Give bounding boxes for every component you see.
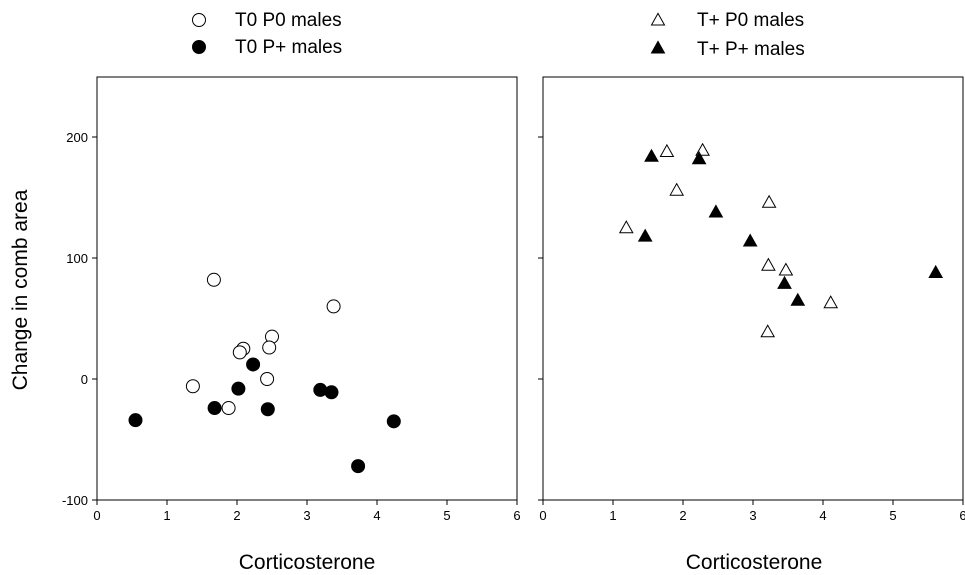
legend-marker-t0-p0 [192, 13, 206, 27]
data-point-triangle-filled [777, 275, 792, 289]
data-point-circle-filled [246, 357, 261, 372]
legend-right: T+ P0 males T+ P+ males [650, 10, 805, 60]
right-data-points [618, 142, 944, 338]
data-point-triangle-filled [691, 151, 707, 165]
right-plot-frame [542, 76, 964, 501]
data-point-triangle-open [761, 257, 776, 271]
legend-label-tplus-pplus: T+ P+ males [697, 39, 805, 60]
data-point-circle-open [262, 340, 277, 355]
left-plot-frame [96, 76, 518, 501]
left-data-points [128, 272, 401, 474]
right-plot-panel: 0 1 2 3 4 5 6 Corticosterone [538, 76, 965, 574]
data-point-circle-filled [231, 381, 246, 396]
legend-marker-circle-filled [192, 40, 206, 54]
x-tick-label: 3 [303, 508, 310, 523]
x-tick-label: 4 [373, 508, 380, 523]
x-tick-label: 5 [443, 508, 450, 523]
data-point-circle-open [232, 345, 247, 360]
legend-marker-tplus-pplus [650, 40, 666, 54]
x-tick-label: 5 [889, 508, 896, 523]
data-point-triangle-open [778, 262, 794, 276]
legend-left: T0 P0 males T0 P+ males [192, 10, 342, 58]
y-tick-label: 0 [81, 372, 88, 387]
x-tick-label: 4 [819, 508, 826, 523]
data-point-circle-filled [324, 385, 339, 400]
left-axis-ticks: 0 1 2 3 4 5 6 -100 0 100 200 [62, 130, 521, 523]
legend-marker-triangle-filled [650, 40, 666, 54]
legend-marker-t0-pplus [192, 40, 206, 54]
right-x-axis-title: Corticosterone [686, 551, 823, 574]
x-tick-label: 1 [609, 508, 616, 523]
y-tick-label: -100 [62, 493, 88, 508]
data-point-circle-filled [260, 402, 275, 417]
data-point-triangle-open [823, 295, 839, 309]
data-point-triangle-filled [708, 204, 724, 218]
data-point-circle-open [221, 401, 236, 416]
data-point-circle-open [206, 272, 221, 287]
data-point-circle-filled [207, 401, 222, 416]
x-tick-label: 1 [163, 508, 170, 523]
data-point-circle-open [326, 299, 341, 314]
y-tick-label: 200 [66, 130, 88, 145]
data-point-triangle-open [761, 194, 777, 208]
data-point-triangle-filled [742, 233, 758, 247]
data-point-circle-filled [128, 413, 143, 428]
left-x-axis-title: Corticosterone [239, 551, 376, 574]
data-point-triangle-filled [644, 148, 659, 162]
x-tick-label: 3 [749, 508, 756, 523]
x-tick-label: 2 [679, 508, 686, 523]
x-tick-label: 2 [233, 508, 240, 523]
x-tick-label: 6 [959, 508, 965, 523]
x-tick-label: 0 [539, 508, 546, 523]
left-plot-panel: 0 1 2 3 4 5 6 -100 0 100 200 Corticosterone Change… [9, 76, 521, 574]
data-point-triangle-filled [928, 264, 944, 278]
x-tick-label: 6 [513, 508, 520, 523]
data-point-triangle-filled [637, 228, 653, 242]
data-point-circle-open [260, 372, 275, 386]
data-point-triangle-open [760, 324, 776, 338]
data-point-triangle-open [659, 143, 675, 157]
data-point-circle-open [185, 379, 200, 394]
data-point-circle-filled [351, 459, 366, 474]
data-point-triangle-filled [790, 292, 806, 306]
legend-marker-tplus-p0 [650, 12, 666, 26]
data-point-triangle-open [669, 182, 685, 196]
data-point-triangle-open [618, 220, 634, 234]
y-axis-title: Change in comb area [9, 189, 32, 390]
y-tick-label: 100 [66, 251, 88, 266]
right-axis-ticks: 0 1 2 3 4 5 6 [538, 136, 965, 523]
legend-marker-circle-open [192, 13, 206, 27]
legend-marker-triangle-open [650, 12, 666, 26]
x-tick-label: 0 [93, 508, 100, 523]
legend-label-t0-pplus: T0 P+ males [235, 37, 342, 58]
legend-label-t0-p0: T0 P0 males [235, 10, 342, 31]
legend-label-tplus-p0: T+ P0 males [697, 10, 804, 31]
data-point-circle-filled [386, 414, 401, 429]
